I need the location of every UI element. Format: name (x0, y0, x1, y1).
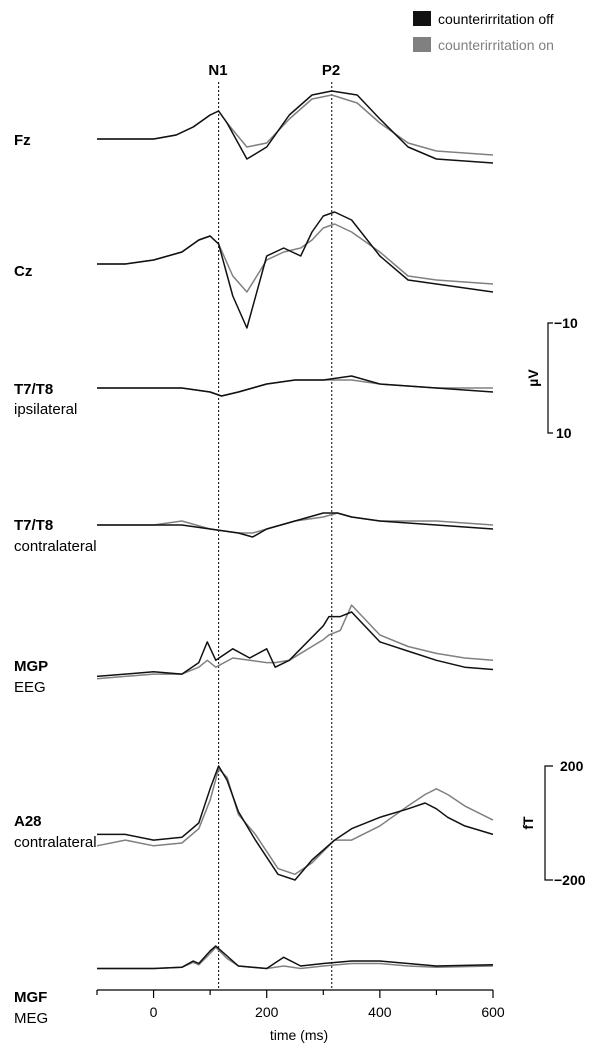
channel-label-a28: A28 (14, 813, 42, 830)
channel-sublabel-eeg: EEG (14, 679, 46, 696)
scale-bar-ft-bottom: −200 (554, 872, 586, 888)
channel-label-mgp: MGP (14, 658, 48, 675)
trace-fz-off (97, 90, 494, 164)
channel-labels: Fz Cz T7/T8 ipsilateral T7/T8 contralate… (14, 132, 97, 1027)
legend-label-on: counterirritation on (438, 37, 554, 53)
trace-t7-t8-contralateral-off (97, 512, 494, 538)
x-tick-label-200: 200 (255, 1004, 279, 1020)
channel-sublabel-ipsilateral: ipsilateral (14, 401, 77, 418)
trace-cz-on (97, 223, 494, 293)
x-tick-label-400: 400 (368, 1004, 392, 1020)
scale-bar-ft-bracket (544, 765, 553, 881)
channel-sublabel-a28-contralateral: contralateral (14, 834, 97, 851)
channel-label-fz: Fz (14, 132, 31, 149)
scale-bar-ft-top: 200 (560, 758, 584, 774)
trace-a28-contralateral-off (97, 765, 494, 881)
scale-bar-uv-bracket (547, 322, 553, 434)
x-tick-label-600: 600 (481, 1004, 505, 1020)
traces (96, 90, 494, 970)
channel-label-mgf: MGF (14, 989, 47, 1006)
scale-bar-uv: −10 10 µV (525, 315, 578, 441)
trace-a28-contralateral-on (96, 768, 494, 876)
scale-bar-ft: 200 −200 fT (520, 758, 586, 888)
legend-swatch-off (413, 11, 431, 26)
legend-label-off: counterirritation off (438, 11, 554, 27)
trace-mgp-eeg-on (96, 604, 494, 680)
legend-swatch-on (413, 37, 431, 52)
channel-label-t7t8-contra: T7/T8 (14, 517, 53, 534)
channel-label-t7t8-ipsi: T7/T8 (14, 381, 53, 398)
trace-t7-t8-contralateral-on (97, 512, 494, 534)
x-axis-title: time (ms) (270, 1027, 328, 1043)
trace-t7-t8-ipsilateral-off (97, 375, 494, 397)
x-axis: 0 200 400 600 (96, 989, 505, 1020)
trace-mgp-eeg-off (96, 611, 494, 678)
scale-bar-uv-unit: µV (525, 369, 541, 387)
marker-label-p2: P2 (322, 62, 340, 79)
legend: counterirritation off counterirritation … (413, 11, 554, 53)
scale-bar-uv-bottom: 10 (556, 425, 572, 441)
marker-lines (218, 82, 333, 990)
scale-bar-uv-top: −10 (554, 315, 578, 331)
scale-bar-ft-unit: fT (520, 816, 536, 830)
trace-cz-off (97, 211, 494, 329)
channel-sublabel-contralateral: contralateral (14, 538, 97, 555)
marker-label-n1: N1 (208, 62, 227, 79)
channel-sublabel-meg: MEG (14, 1010, 48, 1027)
trace-mgf-meg-off (97, 945, 494, 970)
channel-label-cz: Cz (14, 263, 32, 280)
x-tick-label-0: 0 (150, 1004, 158, 1020)
trace-fz-on (97, 94, 494, 156)
